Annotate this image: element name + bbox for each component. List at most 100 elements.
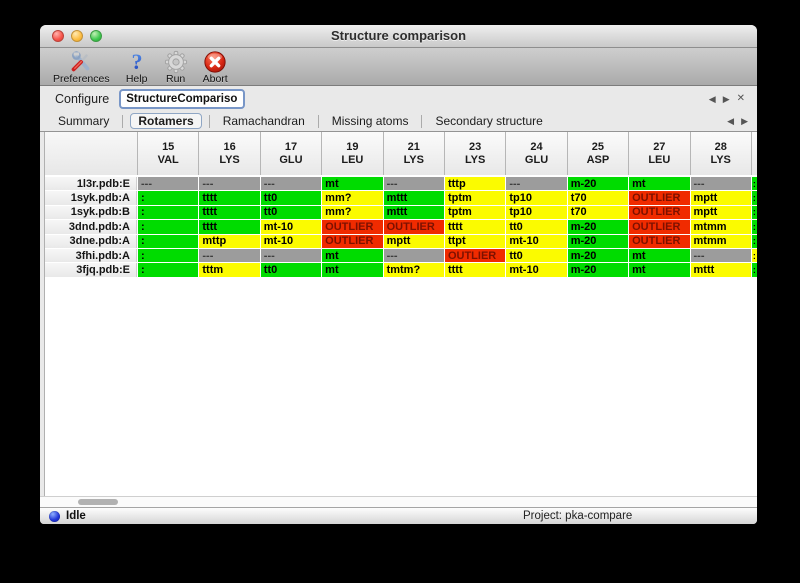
rotamer-cell[interactable]: tttt <box>444 263 506 277</box>
rotamer-cell[interactable]: tp10 <box>506 205 567 220</box>
rotamer-cell[interactable]: OUTLIER <box>629 220 690 234</box>
rotamer-cell[interactable]: tttt <box>199 191 260 205</box>
rotamer-cell[interactable]: tt0 <box>506 248 567 263</box>
rotamer-cell[interactable]: mtmm <box>690 220 751 234</box>
horizontal-scrollbar[interactable] <box>40 496 757 507</box>
rotamer-cell[interactable]: --- <box>199 177 260 191</box>
rotamer-cell[interactable]: --- <box>383 177 444 191</box>
rotamer-cell[interactable]: tttt <box>199 220 260 234</box>
rotamer-cell[interactable]: tttp <box>444 177 506 191</box>
rotamer-cell[interactable]: mttt <box>383 191 444 205</box>
column-header-19[interactable]: 19 LEU <box>322 132 383 175</box>
abort-button[interactable]: Abort <box>200 50 231 85</box>
rotamer-cell[interactable]: m-20 <box>567 220 629 234</box>
rotamer-cell[interactable]: mptt <box>690 191 751 205</box>
rotamer-cell[interactable]: mt-10 <box>506 234 567 248</box>
rotamer-cell[interactable]: --- <box>690 177 751 191</box>
rotamer-cell[interactable]: : <box>138 234 199 248</box>
zoom-button[interactable] <box>90 30 102 42</box>
rotamer-cell[interactable]: --- <box>690 248 751 263</box>
rotamer-cell[interactable]: ttpt <box>444 234 506 248</box>
rotamer-cell[interactable]: OUTLIER <box>629 191 690 205</box>
rotamer-cell[interactable]: mttt <box>690 263 751 277</box>
rotamer-cell[interactable]: mt-10 <box>506 263 567 277</box>
column-header-17[interactable]: 17 GLU <box>260 132 322 175</box>
rotamer-cell[interactable]: t70 <box>567 191 629 205</box>
tab-ramachandran[interactable]: Ramachandran <box>222 114 305 128</box>
rotamer-cell[interactable]: m-20 <box>567 248 629 263</box>
rotamer-cell[interactable]: mptt <box>690 205 751 220</box>
rotamer-cell[interactable]: --- <box>260 248 322 263</box>
rotamer-cell[interactable]: : <box>138 220 199 234</box>
row-label[interactable]: 1syk.pdb:B <box>45 205 137 220</box>
row-label[interactable]: 3dnd.pdb:A <box>45 220 137 234</box>
rotamer-cell[interactable]: OUTLIER <box>322 234 383 248</box>
column-header-15[interactable]: 15 VAL <box>138 132 199 175</box>
row-label[interactable]: 3fhi.pdb:A <box>45 248 137 263</box>
title-bar[interactable]: Structure comparison <box>40 25 757 48</box>
rotamer-cell[interactable]: tt0 <box>260 205 322 220</box>
rotamer-cell[interactable]: --- <box>138 177 199 191</box>
rotamer-cell[interactable]: mt <box>629 177 690 191</box>
rotamer-cell-partial[interactable]: : <box>751 205 757 220</box>
rotamer-cell[interactable]: mt <box>629 248 690 263</box>
rotamer-cell[interactable]: --- <box>260 177 322 191</box>
rotamer-cell[interactable]: OUTLIER <box>444 248 506 263</box>
column-header-24[interactable]: 24 GLU <box>506 132 567 175</box>
close-button[interactable] <box>52 30 64 42</box>
rotamer-cell[interactable]: : <box>138 191 199 205</box>
rotamer-cell[interactable]: mt-10 <box>260 234 322 248</box>
rotamer-cell[interactable]: OUTLIER <box>322 220 383 234</box>
column-header-23[interactable]: 23 LYS <box>444 132 506 175</box>
rotamer-cell[interactable]: mm? <box>322 205 383 220</box>
rotamer-cell[interactable]: mt <box>322 177 383 191</box>
tab-summary[interactable]: Summary <box>58 114 110 128</box>
scrollbar-thumb[interactable] <box>78 499 118 505</box>
row-label[interactable]: 3fjq.pdb:E <box>45 263 137 277</box>
rotamer-cell[interactable]: mptt <box>383 234 444 248</box>
rotamer-cell[interactable]: mm? <box>322 191 383 205</box>
tab-secondary-structure[interactable]: Secondary structure <box>435 114 543 128</box>
rotamer-cell[interactable]: --- <box>383 248 444 263</box>
rotamer-cell[interactable]: m-20 <box>567 234 629 248</box>
rotamer-cell[interactable]: mt <box>322 248 383 263</box>
rotamer-cell[interactable]: tptm <box>444 191 506 205</box>
rotamer-cell[interactable]: : <box>138 205 199 220</box>
prev-tab-icon[interactable]: ◀ <box>727 116 735 126</box>
rotamer-cell[interactable]: mttp <box>199 234 260 248</box>
run-button[interactable]: Run <box>161 50 191 85</box>
rotamer-cell[interactable]: mt <box>629 263 690 277</box>
rotamer-cell[interactable]: --- <box>199 248 260 263</box>
configure-name-input[interactable] <box>119 88 246 109</box>
column-header-21[interactable]: 21 LYS <box>383 132 444 175</box>
rotamer-cell-partial[interactable]: : <box>751 177 757 191</box>
rotamer-cell-partial[interactable]: : <box>751 234 757 248</box>
rotamer-cell[interactable]: mtmm <box>690 234 751 248</box>
next-config-icon[interactable]: ▶ <box>722 93 730 104</box>
rotamer-cell[interactable]: tttt <box>199 205 260 220</box>
column-header-27[interactable]: 27 LEU <box>629 132 690 175</box>
prev-config-icon[interactable]: ◀ <box>708 93 716 104</box>
rotamer-cell[interactable]: tttm <box>199 263 260 277</box>
minimize-button[interactable] <box>71 30 83 42</box>
rotamer-cell[interactable]: : <box>138 263 199 277</box>
rotamer-cell[interactable]: m-20 <box>567 263 629 277</box>
rotamer-cell-partial[interactable]: : <box>751 248 757 263</box>
rotamer-cell[interactable]: OUTLIER <box>383 220 444 234</box>
rotamer-cell[interactable]: tttt <box>444 220 506 234</box>
rotamer-cell[interactable]: tptm <box>444 205 506 220</box>
rotamer-cell[interactable]: mt <box>322 263 383 277</box>
rotamer-cell-partial[interactable]: : <box>751 220 757 234</box>
rotamer-cell[interactable]: t70 <box>567 205 629 220</box>
preferences-button[interactable]: Preferences <box>50 50 113 85</box>
tab-rotamers[interactable]: Rotamers <box>130 113 202 129</box>
rotamer-cell[interactable]: OUTLIER <box>629 205 690 220</box>
column-header-25[interactable]: 25 ASP <box>567 132 629 175</box>
rotamer-cell[interactable]: --- <box>506 177 567 191</box>
rotamer-cell[interactable]: tt0 <box>260 191 322 205</box>
rotamer-cell[interactable]: tt0 <box>506 220 567 234</box>
column-header-16[interactable]: 16 LYS <box>199 132 260 175</box>
rotamer-cell[interactable]: OUTLIER <box>629 234 690 248</box>
rotamer-cell[interactable]: mttt <box>383 205 444 220</box>
rotamer-cell[interactable]: tt0 <box>260 263 322 277</box>
